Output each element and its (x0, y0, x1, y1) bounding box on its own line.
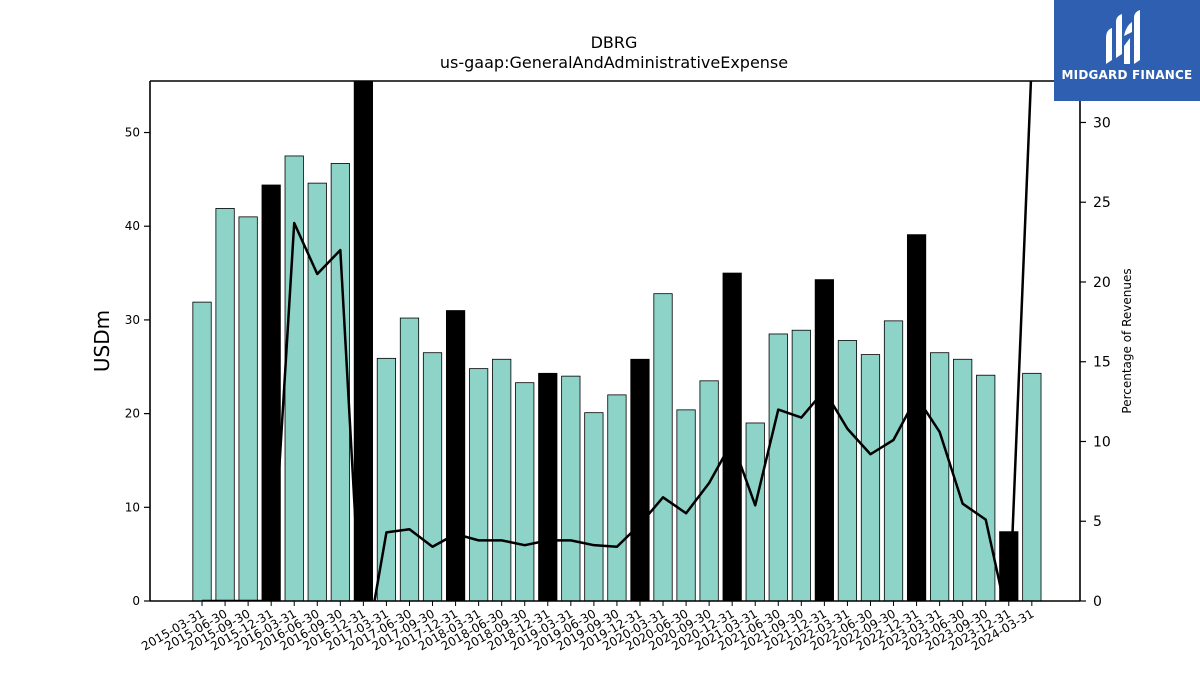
bar (469, 368, 489, 601)
bar (860, 354, 881, 601)
y-tick-label: 10 (125, 500, 140, 514)
bar-series (192, 81, 1042, 601)
percentage-line (202, 81, 1033, 601)
y-tick-label: 0 (132, 594, 140, 608)
y-tick-label: 50 (125, 126, 140, 140)
y-axis-label: USDm (90, 310, 114, 372)
bar (906, 234, 927, 601)
bar (445, 310, 466, 601)
bar (307, 182, 327, 601)
x-axis-ticks: 2015-03-312015-06-302015-09-302015-12-31… (139, 601, 1036, 653)
y2-axis-label: Percentage of Revenues (1120, 268, 1134, 413)
y2-tick-label: 10 (1093, 434, 1111, 450)
bar (699, 380, 719, 601)
chart-subtitle: us-gaap:GeneralAndAdministrativeExpense (440, 53, 788, 72)
bar (515, 382, 535, 601)
bar (261, 184, 281, 601)
bar (607, 394, 627, 601)
y2-tick-label: 5 (1093, 514, 1102, 530)
y-tick-label: 30 (125, 313, 140, 327)
bar (584, 412, 604, 601)
brand-logo: MIDGARD FINANCE (1054, 0, 1200, 101)
bar (653, 293, 673, 601)
bar (215, 208, 235, 601)
bar (791, 329, 811, 601)
y2-tick-label: 25 (1093, 195, 1111, 211)
bar (745, 422, 765, 601)
y2-tick-label: 30 (1093, 115, 1111, 131)
bar (538, 372, 558, 601)
y2-tick-label: 15 (1093, 355, 1111, 371)
bar (422, 352, 443, 601)
y-tick-label: 20 (125, 407, 140, 421)
y-tick-label: 40 (125, 219, 140, 233)
midgard-logo-icon (1106, 10, 1140, 64)
right-axis-ticks: 0 5 10 15 20 25 30 (1080, 115, 1111, 610)
bar (1022, 372, 1042, 601)
bar (238, 216, 258, 601)
brand-name: MIDGARD FINANCE (1061, 68, 1193, 82)
bar (930, 352, 950, 601)
bar (768, 333, 788, 601)
left-axis-ticks: 0 10 20 30 40 50 (125, 126, 150, 608)
chart-title: DBRG (591, 33, 638, 52)
line-series (202, 81, 1033, 601)
y2-tick-label: 20 (1093, 275, 1111, 291)
bar (192, 301, 212, 601)
bar (883, 320, 904, 601)
bar (492, 358, 512, 601)
y2-tick-label: 0 (1093, 594, 1102, 610)
bar (399, 317, 420, 601)
bar (837, 340, 858, 601)
bar (561, 375, 581, 601)
bar (976, 374, 996, 601)
bar (814, 279, 834, 601)
bar (630, 358, 650, 601)
bar (353, 81, 373, 601)
axes (149, 80, 1081, 602)
bar (722, 272, 742, 601)
